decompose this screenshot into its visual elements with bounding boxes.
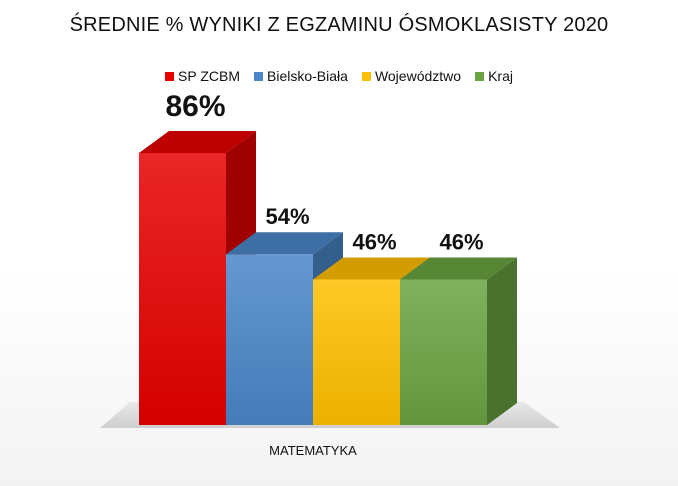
data-label: 46% xyxy=(352,230,396,255)
bar-top xyxy=(313,257,430,280)
bar-front xyxy=(139,153,226,425)
legend-item: SP ZCBM xyxy=(165,68,240,84)
legend-swatch xyxy=(165,71,175,81)
bar-side xyxy=(487,257,517,425)
bar-top xyxy=(226,232,343,255)
bar-front xyxy=(400,279,487,425)
legend-label: SP ZCBM xyxy=(178,68,240,84)
legend-label: Bielsko-Biała xyxy=(267,68,348,84)
legend-label: Kraj xyxy=(488,68,513,84)
category-label: MATEMATYKA xyxy=(269,443,357,458)
chart-title: ŚREDNIE % WYNIKI Z EGZAMINU ÓSMOKLASISTY… xyxy=(69,14,609,36)
data-label: 46% xyxy=(439,230,483,255)
legend-swatch xyxy=(254,71,263,81)
legend-label: Województwo xyxy=(374,68,462,84)
legend-swatch xyxy=(475,71,485,81)
legend-swatch xyxy=(361,71,371,81)
data-label: 86% xyxy=(165,90,225,123)
bar-front xyxy=(313,279,400,425)
data-label: 54% xyxy=(265,204,309,229)
legend-item: Województwo xyxy=(361,68,462,84)
bar-top xyxy=(400,257,517,280)
bar-front xyxy=(226,254,313,425)
bar-top xyxy=(139,131,256,153)
legend-item: Bielsko-Biała xyxy=(254,68,348,84)
legend-item: Kraj xyxy=(475,68,513,84)
legend: SP ZCBM Bielsko-Biała Województwo Kraj xyxy=(0,68,678,84)
